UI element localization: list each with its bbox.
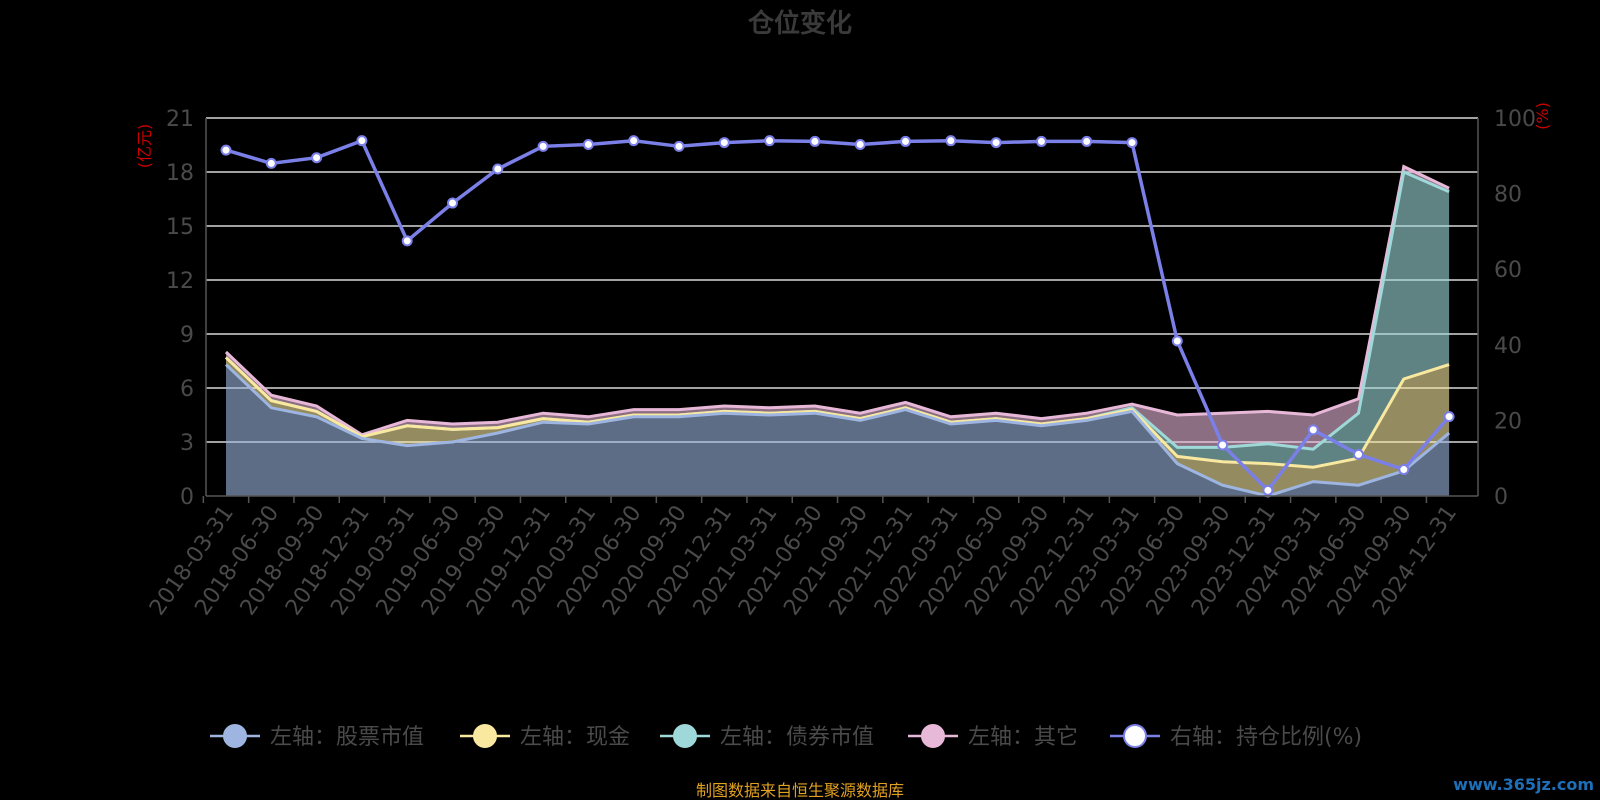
ratio-point[interactable] [1035, 135, 1047, 147]
right-y-tick-label: 80 [1494, 183, 1522, 208]
ratio-point[interactable] [356, 135, 368, 147]
left-axis-unit: (亿元) [135, 124, 154, 169]
legend[interactable]: 左轴：股票市值 左轴：现金 左轴：债券市值 左轴：其它 右轴：持仓比例(%) [210, 724, 1362, 750]
area-top-line-左轴：其它 [224, 164, 1450, 437]
area-top-line-左轴：现金 [224, 356, 1450, 469]
ratio-point[interactable] [1217, 439, 1229, 451]
legend-label: 左轴：股票市值 [270, 725, 424, 750]
ratio-point[interactable] [265, 157, 277, 169]
ratio-point[interactable] [945, 135, 957, 147]
area-top-line-左轴：股票市值 [224, 363, 1451, 498]
left-y-tick-label: 0 [180, 485, 194, 510]
ratio-point[interactable] [1081, 135, 1093, 147]
left-y-tick-label: 12 [166, 269, 194, 294]
ratio-point[interactable] [1307, 424, 1319, 436]
area-左轴：其它 [226, 166, 1450, 450]
right-y-tick-label: 60 [1494, 258, 1522, 283]
legend-label: 左轴：现金 [520, 725, 630, 750]
ratio-point[interactable] [537, 140, 549, 152]
ratio-point[interactable] [628, 135, 640, 147]
right-y-tick-label: 0 [1494, 485, 1508, 510]
right-y-tick-label: 40 [1494, 334, 1522, 359]
legend-item[interactable]: 左轴：债券市值 [660, 724, 874, 750]
legend-marker-icon [921, 724, 945, 748]
legend-marker-icon [673, 724, 697, 748]
ratio-point[interactable] [718, 137, 730, 149]
ratio-point[interactable] [311, 152, 323, 164]
legend-label: 左轴：债券市值 [720, 725, 874, 750]
legend-item[interactable]: 右轴：持仓比例(%) [1110, 724, 1362, 750]
ratio-point[interactable] [673, 140, 685, 152]
ratio-point[interactable] [764, 135, 776, 147]
ratio-point[interactable] [447, 197, 458, 209]
right-y-tick-label: 100 [1494, 107, 1536, 132]
ratio-point[interactable] [990, 137, 1002, 149]
ratio-point[interactable] [1443, 411, 1455, 423]
grid-lines: 0 3 6 9 12 15 18 21 0 20 40 60 80 100 [166, 107, 1536, 510]
legend-marker-icon [473, 724, 497, 748]
legend-item[interactable]: 左轴：股票市值 [210, 724, 424, 750]
legend-item[interactable]: 左轴：现金 [460, 724, 630, 750]
source-note: 制图数据来自恒生聚源数据库 [696, 781, 904, 800]
ratio-point[interactable] [809, 135, 821, 147]
area-左轴：股票市值 [226, 364, 1450, 496]
legend-marker-icon [1123, 724, 1147, 748]
ratio-point[interactable] [1398, 464, 1410, 476]
ratio-point[interactable] [1126, 137, 1138, 149]
left-y-tick-label: 21 [166, 107, 194, 132]
right-y-tick-label: 20 [1494, 409, 1522, 434]
ratio-line-path [225, 138, 1451, 493]
stacked-areas [224, 164, 1451, 498]
ratio-point[interactable] [492, 163, 504, 175]
axes: 2018-03-312018-06-302018-09-302018-12-31… [145, 118, 1479, 620]
legend-marker-icon [223, 724, 247, 748]
legend-item[interactable]: 左轴：其它 [908, 724, 1078, 750]
legend-label: 右轴：持仓比例(%) [1170, 725, 1362, 750]
left-y-tick-label: 18 [166, 161, 194, 186]
ratio-point[interactable] [1171, 335, 1183, 347]
area-top-line-左轴：债券市值 [224, 169, 1450, 451]
right-axis-unit: (%) [1533, 102, 1552, 130]
holding-ratio-line [220, 135, 1455, 496]
legend-label: 左轴：其它 [968, 725, 1078, 750]
ratio-point[interactable] [220, 144, 232, 156]
ratio-point[interactable] [1353, 448, 1364, 460]
ratio-point[interactable] [1262, 484, 1274, 496]
left-y-tick-label: 15 [166, 215, 194, 240]
left-y-tick-label: 9 [180, 323, 194, 348]
ratio-point[interactable] [854, 138, 866, 150]
ratio-point[interactable] [582, 138, 594, 150]
ratio-point[interactable] [401, 235, 413, 247]
ratio-point[interactable] [900, 135, 911, 147]
left-y-tick-label: 6 [180, 377, 194, 402]
watermark: www.365jz.com [1453, 775, 1594, 794]
left-y-tick-label: 3 [180, 431, 194, 456]
chart-title: 仓位变化 [747, 8, 852, 39]
